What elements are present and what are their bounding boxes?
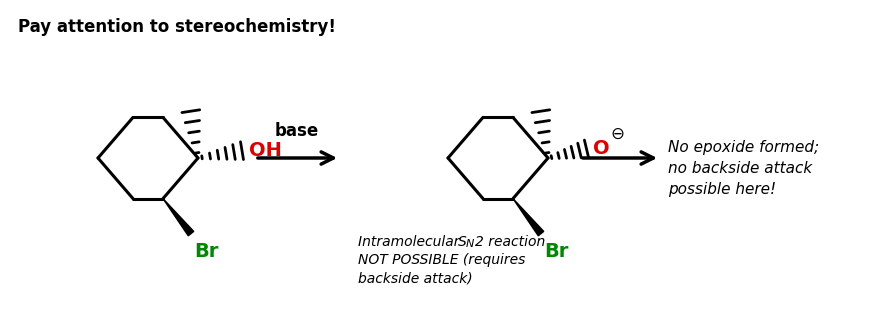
- Text: Br: Br: [194, 242, 218, 261]
- Text: Br: Br: [544, 242, 569, 261]
- Text: backside attack): backside attack): [358, 271, 473, 285]
- Polygon shape: [163, 198, 194, 236]
- Text: Intramolecular: Intramolecular: [358, 235, 464, 249]
- Text: O: O: [593, 138, 610, 157]
- Text: NOT POSSIBLE (requires: NOT POSSIBLE (requires: [358, 253, 525, 267]
- Text: N: N: [466, 239, 474, 249]
- Text: S: S: [458, 235, 467, 249]
- Text: Pay attention to stereochemistry!: Pay attention to stereochemistry!: [18, 18, 336, 36]
- Polygon shape: [513, 198, 544, 236]
- Text: ⊖: ⊖: [610, 125, 623, 143]
- Text: 2 reaction: 2 reaction: [475, 235, 545, 249]
- Text: base: base: [275, 122, 319, 140]
- Text: OH: OH: [249, 141, 282, 160]
- Text: No epoxide formed;
no backside attack
possible here!: No epoxide formed; no backside attack po…: [668, 140, 819, 197]
